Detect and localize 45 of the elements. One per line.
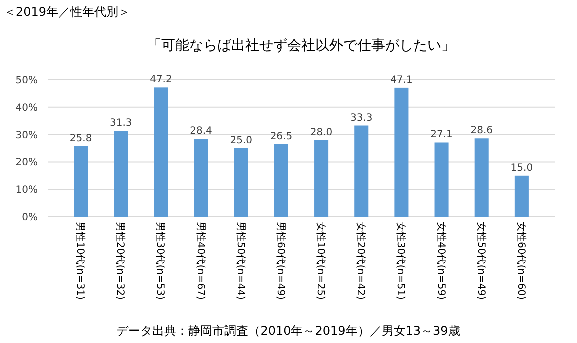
bar	[394, 88, 409, 217]
x-tick-label: 女性40代(n=59)	[435, 222, 448, 300]
bar	[434, 142, 449, 217]
data-label: 28.0	[310, 127, 333, 138]
data-label: 25.8	[70, 133, 92, 144]
y-tick-label: 40%	[16, 102, 38, 114]
x-tick-label: 男性30代(n=53)	[154, 222, 167, 300]
bar	[514, 176, 529, 217]
y-tick-label: 50%	[16, 76, 38, 86]
bar	[474, 138, 489, 217]
x-tick-label: 女性50代(n=49)	[475, 222, 488, 300]
data-label: 26.5	[270, 131, 293, 142]
data-label: 33.3	[350, 112, 373, 124]
y-tick-label: 20%	[16, 158, 38, 169]
bar	[74, 146, 88, 217]
x-tick-label: 男性40代(n=67)	[194, 222, 207, 300]
chart-subtitle: ＜2019年／性年代別＞	[4, 5, 131, 19]
data-label: 15.0	[510, 162, 534, 174]
bar	[354, 126, 369, 217]
bar	[274, 144, 288, 217]
data-label: 47.2	[150, 74, 172, 86]
chart-title: 「可能ならば出社せず会社以外で仕事がしたい」	[148, 38, 456, 54]
bar	[194, 139, 208, 217]
bar	[154, 88, 168, 217]
y-tick-label: 10%	[16, 185, 38, 196]
x-tick-label: 女性30代(n=51)	[395, 222, 408, 300]
data-label: 27.1	[430, 130, 453, 141]
x-tick-label: 女性20代(n=42)	[355, 222, 368, 300]
data-label: 28.4	[190, 126, 212, 138]
y-tick-label: 30%	[16, 130, 38, 142]
text: データ出典：静岡市調査（2010年～2019年）／男女13～39歳	[116, 324, 460, 338]
y-tick-label: 0%	[22, 212, 38, 224]
x-tick-label: 男性50代(n=44)	[234, 222, 247, 300]
x-tick-label: 女性10代(n=25)	[315, 222, 328, 300]
x-tick-label: 男性10代(n=31)	[74, 222, 87, 300]
data-label: 28.6	[470, 126, 493, 137]
bar	[114, 131, 128, 217]
bar	[234, 148, 248, 217]
bar	[314, 140, 329, 217]
x-tick-label: 男性60代(n=49)	[274, 222, 287, 300]
data-label: 25.0	[230, 136, 253, 146]
x-tick-label: 女性60代(n=60)	[515, 222, 528, 300]
x-tick-label: 男性20代(n=32)	[114, 222, 127, 300]
data-label: 47.1	[390, 74, 413, 86]
data-label: 31.3	[110, 118, 132, 130]
